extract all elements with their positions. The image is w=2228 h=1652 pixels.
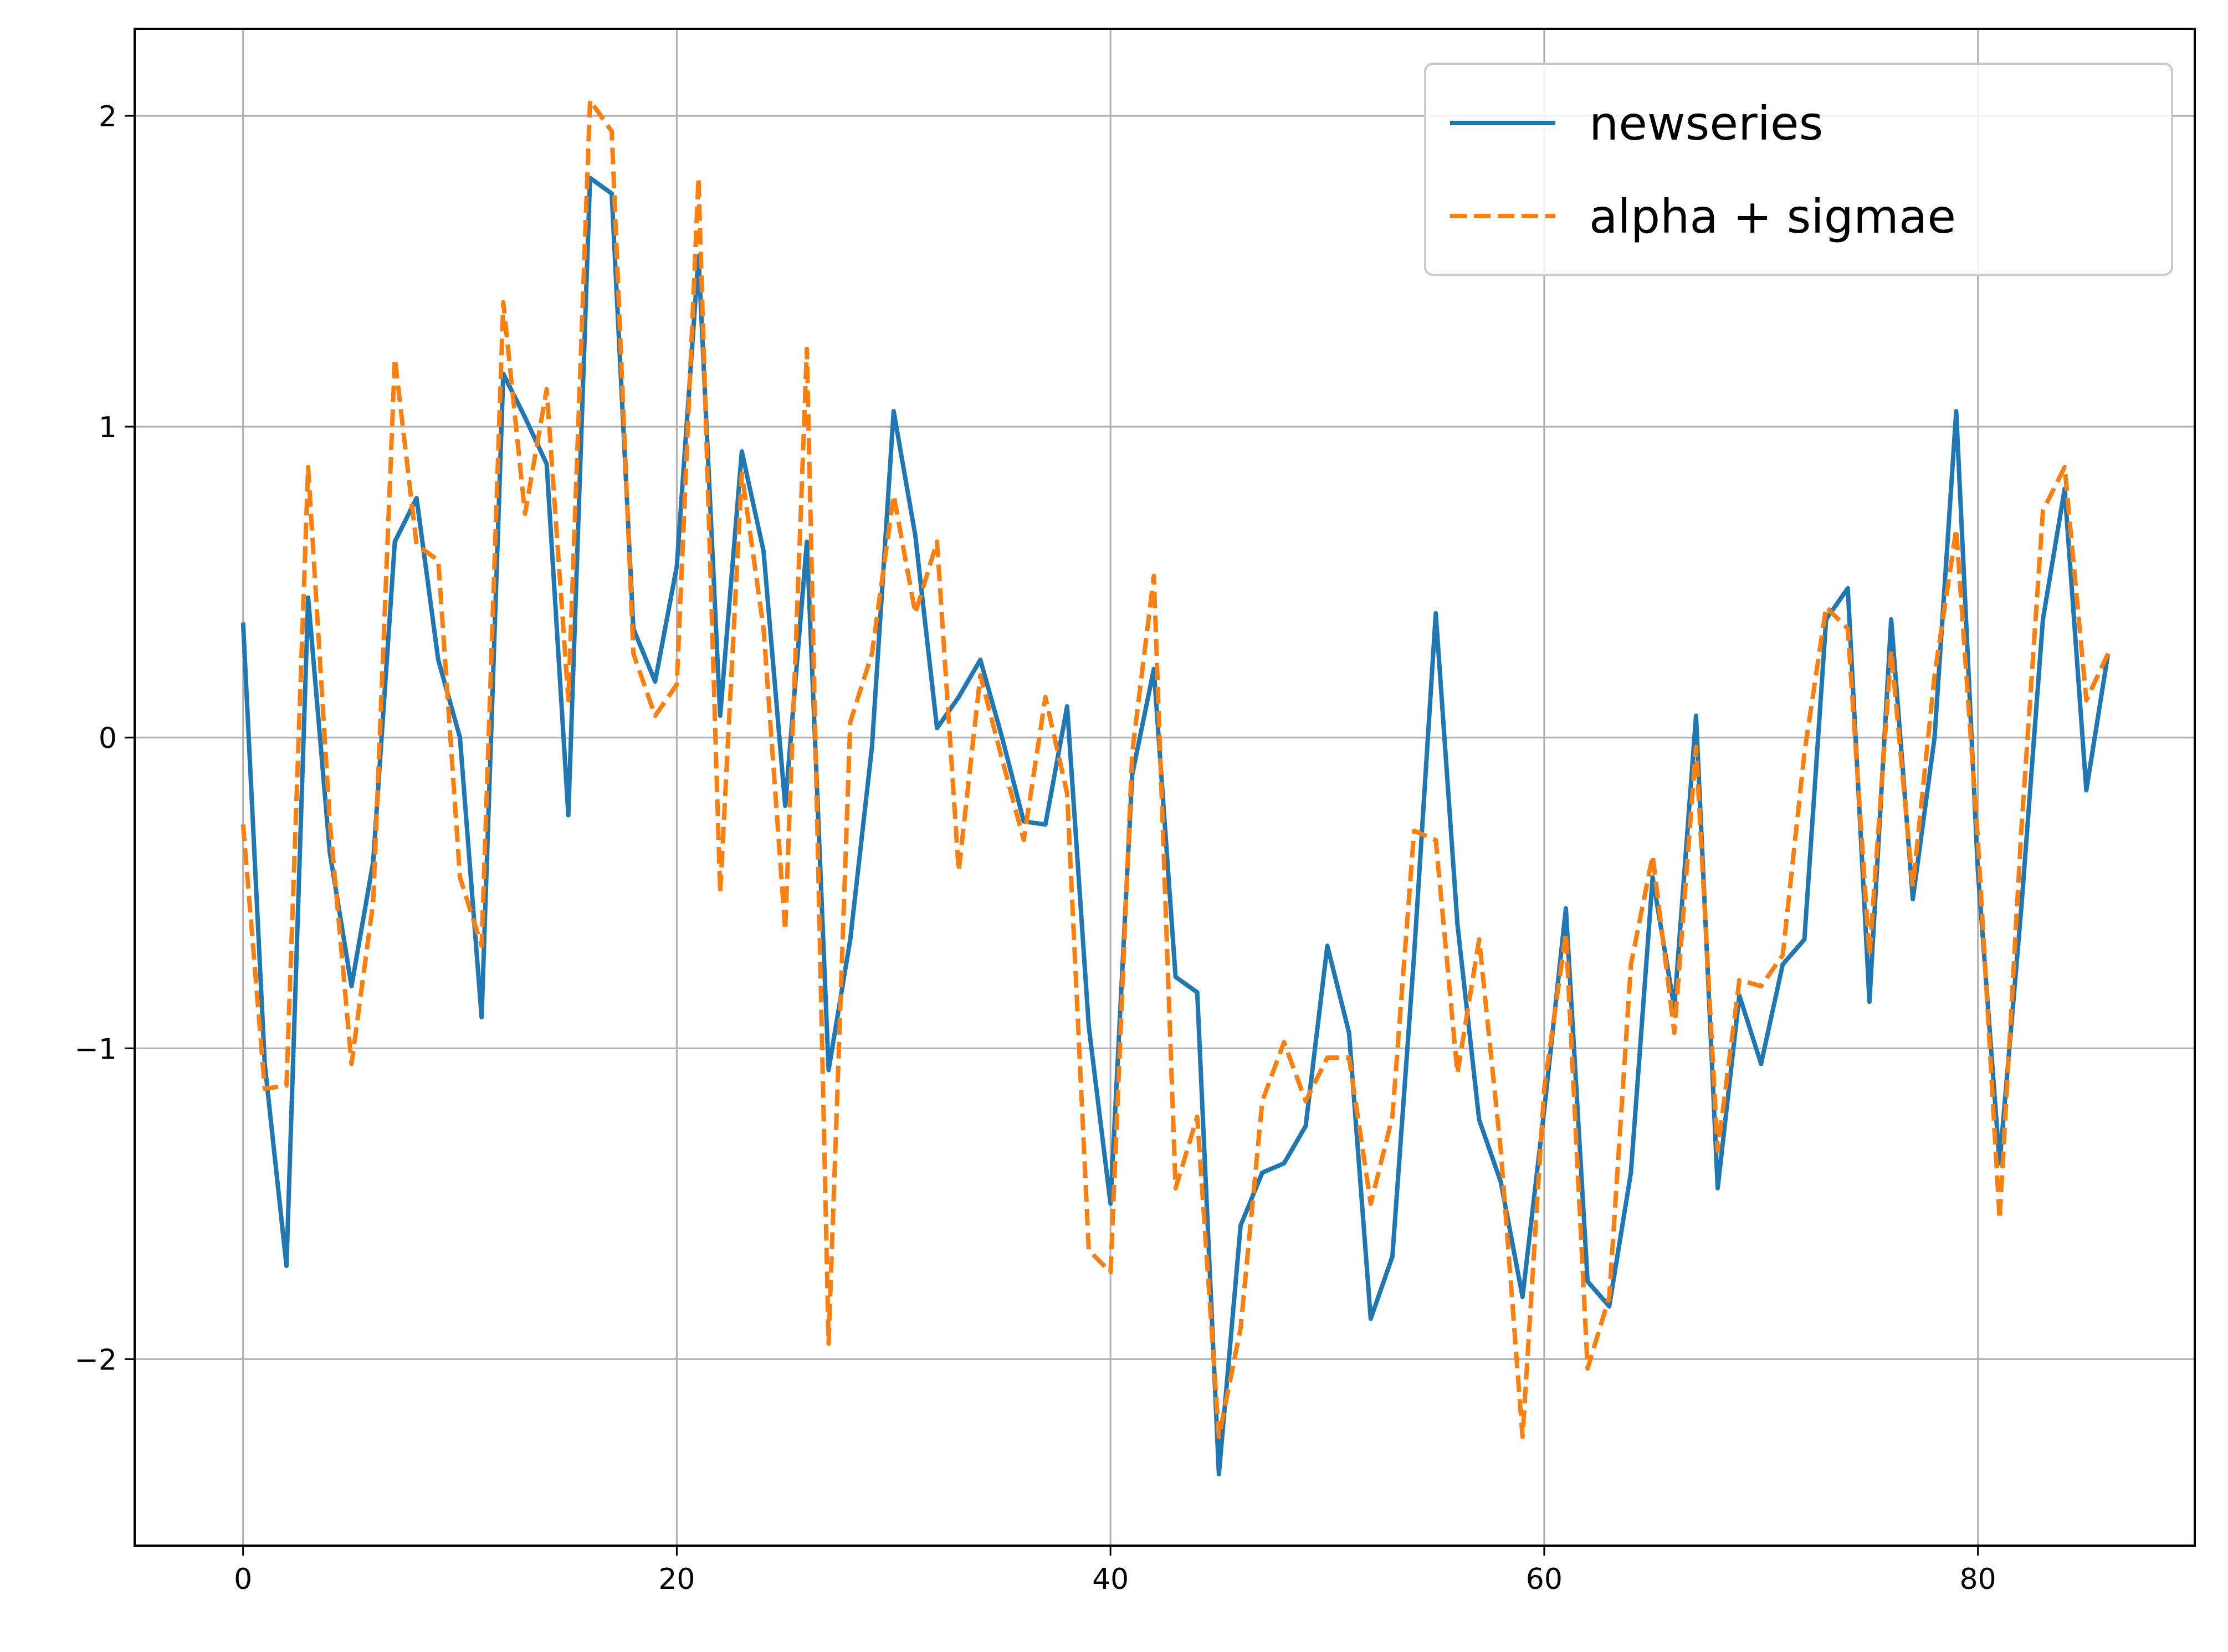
- x-tick-label: 40: [1092, 1563, 1129, 1596]
- x-tick-label: 0: [234, 1563, 252, 1596]
- x-tick-label: 80: [1960, 1563, 1996, 1596]
- axes-frame: [134, 28, 2196, 1547]
- x-tick-label: 60: [1526, 1563, 1563, 1596]
- y-tick-label: −1: [74, 1033, 117, 1066]
- legend-box: [1424, 63, 2173, 276]
- series-line-1: [240, 176, 2111, 1476]
- series-lines: [240, 98, 2111, 1476]
- y-tick-label: −2: [74, 1343, 117, 1377]
- y-tick-label: 2: [99, 100, 117, 134]
- x-tick-label: 20: [658, 1563, 695, 1596]
- axis-ticks: 0 20 40 60 80 −2 −1 0 1 2: [74, 100, 1996, 1596]
- legend: newseries alpha + sigmae: [1424, 63, 2173, 276]
- y-tick-label: 0: [99, 722, 117, 755]
- series-line-2: [240, 98, 2111, 1439]
- y-tick-label: 1: [99, 411, 117, 444]
- legend-label: newseries: [1589, 96, 1823, 151]
- legend-label: alpha + sigmae: [1589, 189, 1956, 244]
